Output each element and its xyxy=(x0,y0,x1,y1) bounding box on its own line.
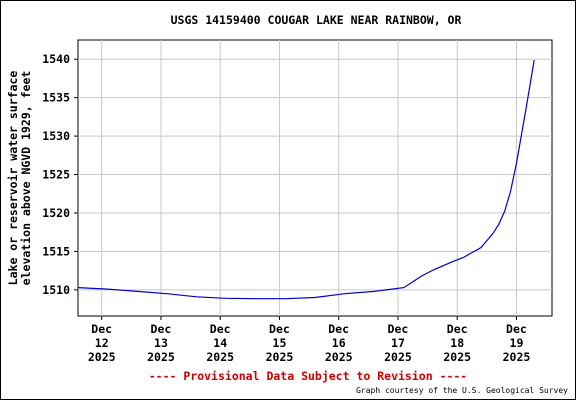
y-axis-label: Lake or reservoir water surface elevatio… xyxy=(6,71,33,286)
x-tick-label: 19 xyxy=(510,336,524,350)
x-tick-label: Dec xyxy=(506,322,527,336)
y-tick-label: 1515 xyxy=(42,244,70,258)
y-tick-label: 1520 xyxy=(42,206,70,220)
x-tick-label: 2025 xyxy=(384,350,412,364)
y-tick-label: 1535 xyxy=(42,91,70,105)
y-tick-label: 1530 xyxy=(42,129,70,143)
grid-lines xyxy=(78,40,552,316)
x-tick-label: 18 xyxy=(450,336,464,350)
x-tick-label: 2025 xyxy=(266,350,294,364)
y-tick-label: 1540 xyxy=(42,52,70,66)
x-tick-label: 2025 xyxy=(325,350,353,364)
y-axis-label-line-1: Lake or reservoir water surface xyxy=(6,71,20,286)
x-tick-label: Dec xyxy=(91,322,112,336)
x-tick-label: 15 xyxy=(273,336,287,350)
x-tick-label: Dec xyxy=(269,322,290,336)
x-tick-label: 2025 xyxy=(206,350,234,364)
x-tick-label: 2025 xyxy=(443,350,471,364)
x-tick-label: Dec xyxy=(151,322,172,336)
x-tick-label: 2025 xyxy=(88,350,116,364)
x-tick-label: 17 xyxy=(391,336,405,350)
x-tick-label: 14 xyxy=(213,336,227,350)
series-line xyxy=(77,59,535,300)
y-tick-label: 1525 xyxy=(42,168,70,182)
x-tick-label: 13 xyxy=(154,336,168,350)
credit-text: Graph courtesy of the U.S. Geological Su… xyxy=(356,386,568,395)
x-tick-label: 2025 xyxy=(503,350,531,364)
x-axis-ticks: Dec122025Dec132025Dec142025Dec152025Dec1… xyxy=(88,316,531,364)
provisional-notice: ---- Provisional Data Subject to Revisio… xyxy=(149,369,468,383)
chart-title: USGS 14159400 COUGAR LAKE NEAR RAINBOW, … xyxy=(171,13,462,27)
plot-area xyxy=(77,39,553,317)
x-tick-label: Dec xyxy=(210,322,231,336)
y-tick-label: 1510 xyxy=(42,283,70,297)
y-axis-ticks: 1510 1515 1520 1525 1530 1535 1540 xyxy=(42,52,78,297)
x-tick-label: Dec xyxy=(447,322,468,336)
x-tick-label: Dec xyxy=(328,322,349,336)
x-tick-label: Dec xyxy=(388,322,409,336)
x-tick-label: 12 xyxy=(95,336,109,350)
y-axis-label-line-2: elevation above NGVD 1929, feet xyxy=(19,71,33,286)
series-lines xyxy=(77,59,535,300)
x-tick-label: 2025 xyxy=(147,350,175,364)
x-tick-label: 16 xyxy=(332,336,346,350)
